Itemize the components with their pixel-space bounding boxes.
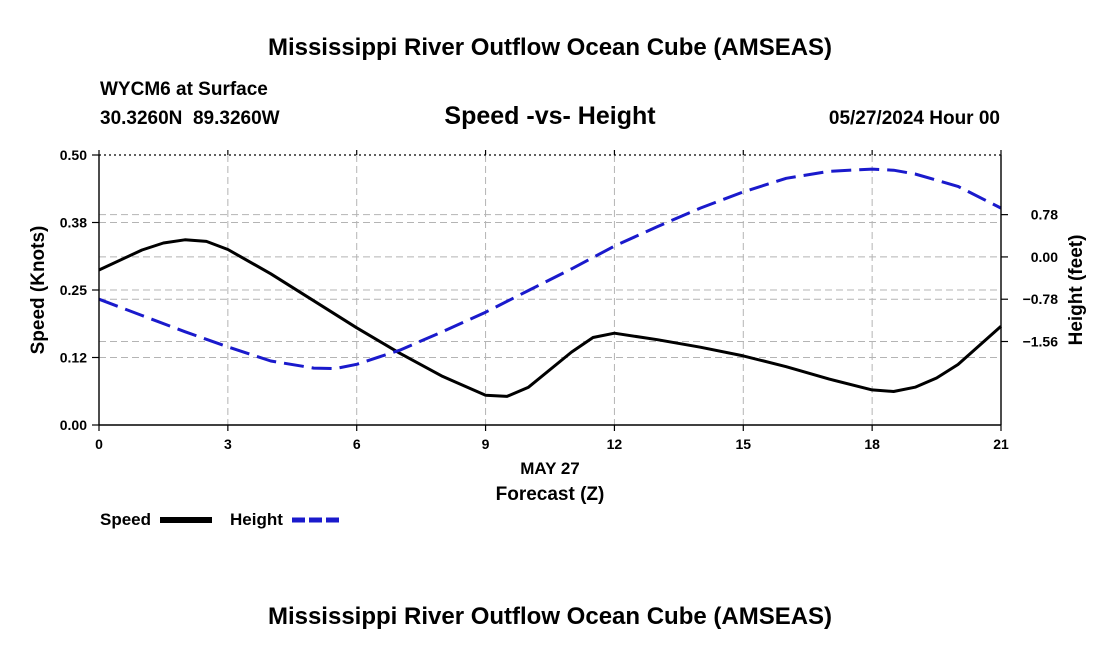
main-title: Mississippi River Outflow Ocean Cube (AM… (268, 34, 832, 61)
x-tick-label-5: 15 (735, 436, 751, 452)
legend-label-height: Height (230, 510, 283, 529)
y-tick-label-2: 0.25 (60, 282, 87, 298)
x-axis-title: Forecast (Z) (496, 484, 605, 505)
x-tick-label-7: 21 (993, 436, 1009, 452)
y-tick-label-1: 0.12 (60, 350, 87, 366)
station-coords: 30.3260N 89.3260W (100, 108, 280, 129)
plot-axes (98, 154, 1002, 426)
station-name: WYCM6 at Surface (100, 79, 268, 100)
forecast-datetime: 05/27/2024 Hour 00 (829, 108, 1000, 129)
series-line-height (98, 167, 1002, 371)
x-tick-label-2: 6 (353, 436, 361, 452)
y2-tick-label-0: −1.56 (1023, 334, 1059, 350)
plot-grid (99, 155, 1001, 425)
y2-tick-label-3: 0.78 (1031, 207, 1058, 223)
x-tick-label-0: 0 (95, 436, 103, 452)
y-tick-label-3: 0.38 (60, 215, 87, 231)
x-tick-label-1: 3 (224, 436, 232, 452)
bottom-title: Mississippi River Outflow Ocean Cube (AM… (268, 603, 832, 630)
plot-ticks: 0 3 6 9 12 15 18 21 0.00 0.12 0.25 0.38 0.50 −1.56 −0.… (60, 147, 1058, 452)
legend-label-speed: Speed (100, 510, 151, 529)
x-tick-label-6: 18 (864, 436, 880, 452)
x-axis-date-label: MAY 27 (520, 459, 580, 478)
x-tick-label-4: 12 (607, 436, 623, 452)
plot-series (98, 167, 1002, 398)
y2-axis-title: Height (feet) (1066, 235, 1087, 346)
y2-tick-label-2: 0.00 (1031, 249, 1058, 265)
legend: Speed Height (100, 510, 342, 529)
y-tick-label-0: 0.00 (60, 417, 87, 433)
y-tick-label-4: 0.50 (60, 147, 87, 163)
x-tick-label-3: 9 (482, 436, 490, 452)
chart-subtitle: Speed -vs- Height (444, 102, 656, 130)
y-axis-title: Speed (Knots) (28, 226, 49, 355)
series-line-speed (98, 238, 1002, 398)
y2-tick-label-1: −0.78 (1023, 291, 1059, 307)
